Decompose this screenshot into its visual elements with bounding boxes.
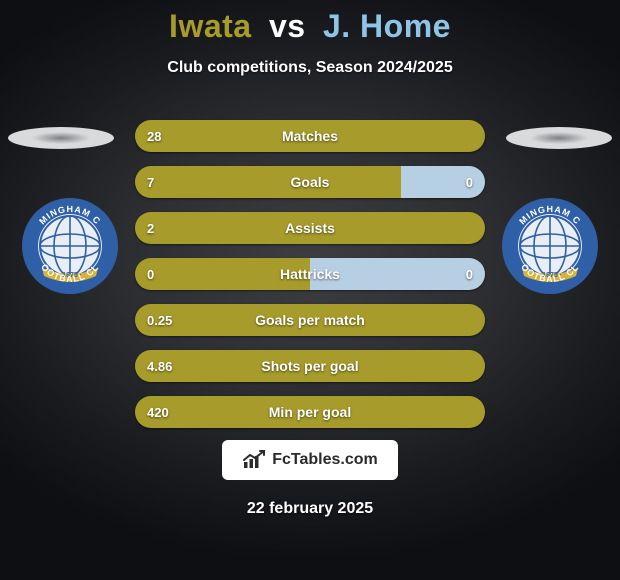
comparison-title: Iwata vs J. Home [0,0,620,45]
subtitle: Club competitions, Season 2024/2025 [0,59,620,77]
club-badge-right: · 1875 · MINGHAM C OOTBALL CL [500,196,600,296]
player1-name: Iwata [169,8,252,44]
ellipse-right [506,127,612,149]
stat-seg-left [135,212,485,244]
stat-row: Goals per match0.25 [135,304,485,336]
stat-seg-left [135,304,485,336]
watermark: FcTables.com [222,440,398,480]
watermark-text: FcTables.com [272,451,378,469]
ellipse-left [8,127,114,149]
stat-row: Assists2 [135,212,485,244]
vs-label: vs [269,8,306,44]
stat-row: Hattricks00 [135,258,485,290]
stat-bars: Matches28 Goals70 Assists2 Hattricks00 Goals… [135,120,485,442]
stat-seg-left [135,396,485,428]
chart-growth-icon [242,450,266,470]
stat-seg-right [401,166,485,198]
stat-seg-left [135,350,485,382]
player2-name: J. Home [323,8,451,44]
stat-row: Goals70 [135,166,485,198]
club-badge-right-svg: · 1875 · MINGHAM C OOTBALL CL [500,196,600,296]
club-badge-left: · 1875 · MINGHAM C OOTBALL CL [20,196,120,296]
stat-seg-right [310,258,485,290]
club-badge-left-svg: · 1875 · MINGHAM C OOTBALL CL [20,196,120,296]
stat-seg-left [135,166,401,198]
stat-row: Matches28 [135,120,485,152]
stat-seg-left [135,120,485,152]
stat-row: Shots per goal4.86 [135,350,485,382]
stat-row: Min per goal420 [135,396,485,428]
stat-seg-left [135,258,310,290]
date: 22 february 2025 [0,500,620,518]
